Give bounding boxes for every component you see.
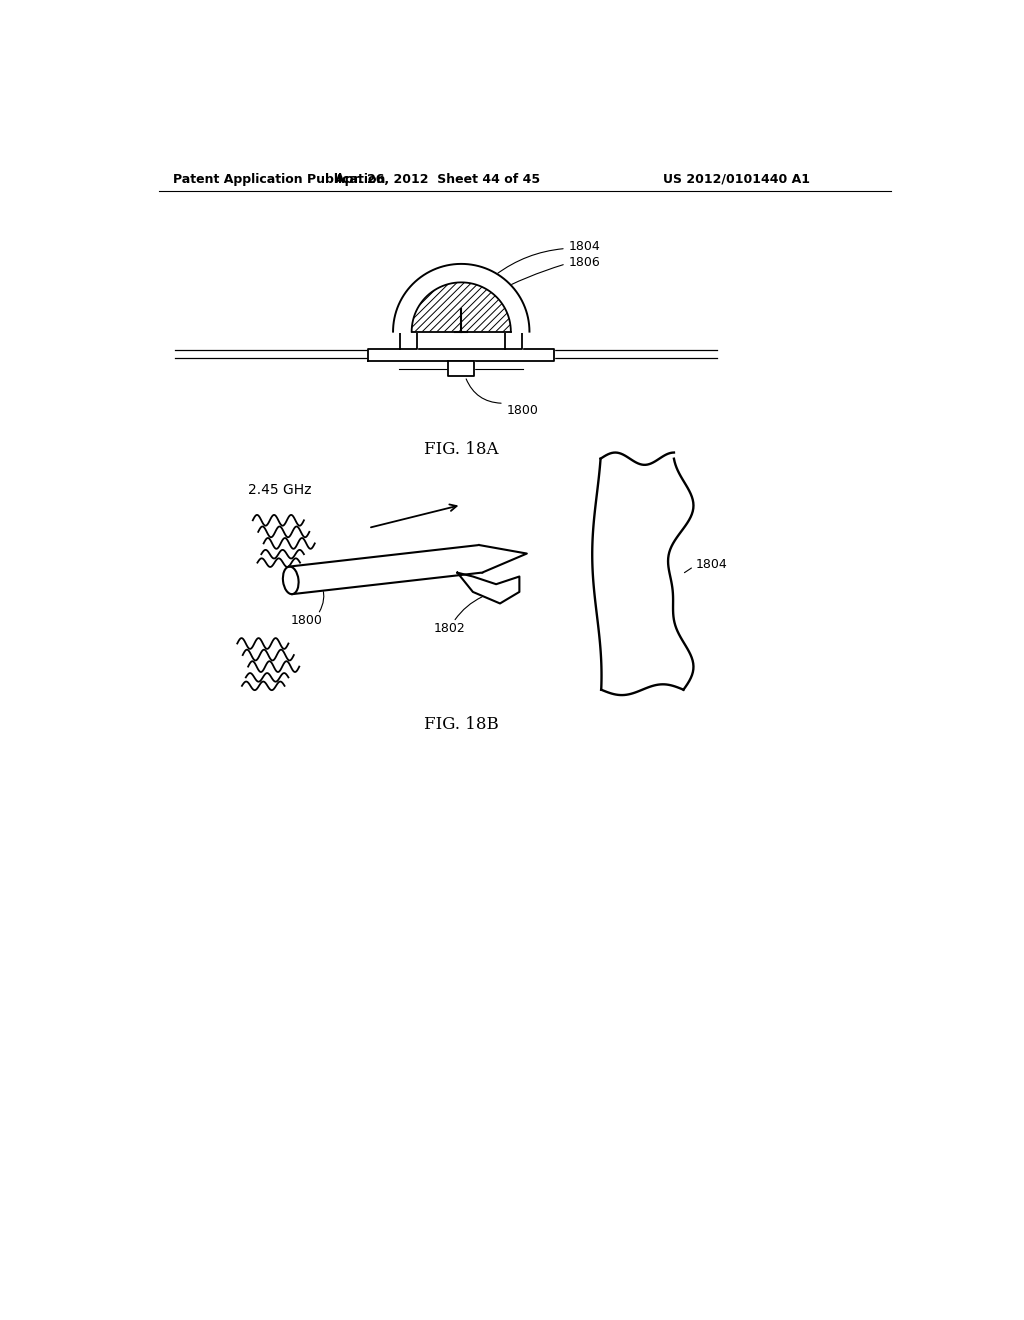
Text: Apr. 26, 2012  Sheet 44 of 45: Apr. 26, 2012 Sheet 44 of 45 [336, 173, 541, 186]
Text: 1802: 1802 [434, 622, 466, 635]
Polygon shape [458, 573, 519, 603]
Polygon shape [592, 453, 693, 696]
Text: FIG. 18A: FIG. 18A [424, 441, 499, 458]
Polygon shape [400, 331, 417, 348]
Polygon shape [393, 264, 529, 331]
Polygon shape [369, 348, 554, 360]
Polygon shape [449, 360, 474, 376]
Text: FIG. 18B: FIG. 18B [424, 715, 499, 733]
Polygon shape [412, 282, 511, 331]
Polygon shape [506, 331, 522, 348]
Text: 1804: 1804 [568, 240, 600, 253]
Text: 2.45 GHz: 2.45 GHz [248, 483, 311, 496]
Polygon shape [479, 545, 526, 573]
Text: 1806: 1806 [568, 256, 600, 269]
Text: US 2012/0101440 A1: US 2012/0101440 A1 [663, 173, 810, 186]
Text: 1800: 1800 [291, 614, 323, 627]
Polygon shape [289, 545, 482, 594]
Text: 1800: 1800 [506, 404, 538, 417]
Text: Patent Application Publication: Patent Application Publication [173, 173, 385, 186]
Text: 1804: 1804 [696, 558, 728, 572]
